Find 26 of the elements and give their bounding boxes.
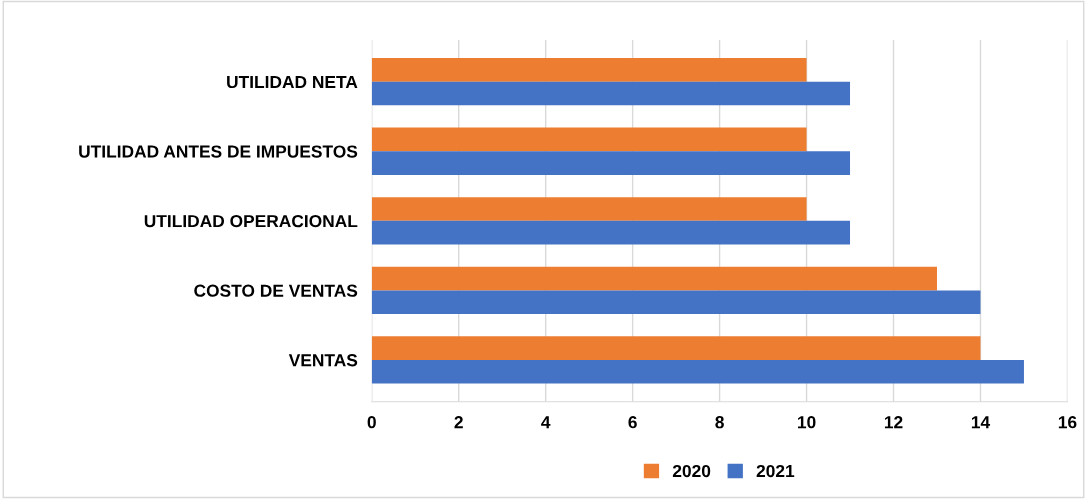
y-tick-label: VENTAS [288, 354, 358, 367]
x-tick-label: 0 [367, 416, 376, 429]
bar [371, 266, 937, 291]
bar [371, 127, 807, 152]
y-tick-label: UTILIDAD NETA [227, 76, 358, 89]
bar [371, 220, 851, 245]
legend-label: 2020 [672, 464, 711, 478]
x-tick-label: 2 [454, 416, 463, 429]
x-tick-label: 6 [628, 416, 637, 429]
y-tick-label: COSTO DE VENTAS [194, 284, 358, 297]
x-tick-label: 4 [541, 416, 551, 429]
y-tick-label: UTILIDAD ANTES DE IMPUESTOS [79, 145, 358, 158]
bar [371, 336, 981, 360]
x-tick-label: 16 [1058, 416, 1077, 429]
y-tick-label: UTILIDAD OPERACIONAL [144, 214, 358, 228]
bar [371, 359, 1024, 384]
bar [371, 290, 981, 315]
x-tick-label: 12 [884, 416, 903, 429]
legend-label: 2021 [756, 464, 795, 478]
x-tick-label: 14 [971, 416, 991, 429]
bar [371, 197, 807, 221]
bar [371, 58, 807, 82]
x-tick-label: 10 [797, 416, 816, 429]
bar [371, 151, 851, 175]
x-tick-label: 8 [715, 416, 724, 429]
bar [371, 81, 851, 106]
